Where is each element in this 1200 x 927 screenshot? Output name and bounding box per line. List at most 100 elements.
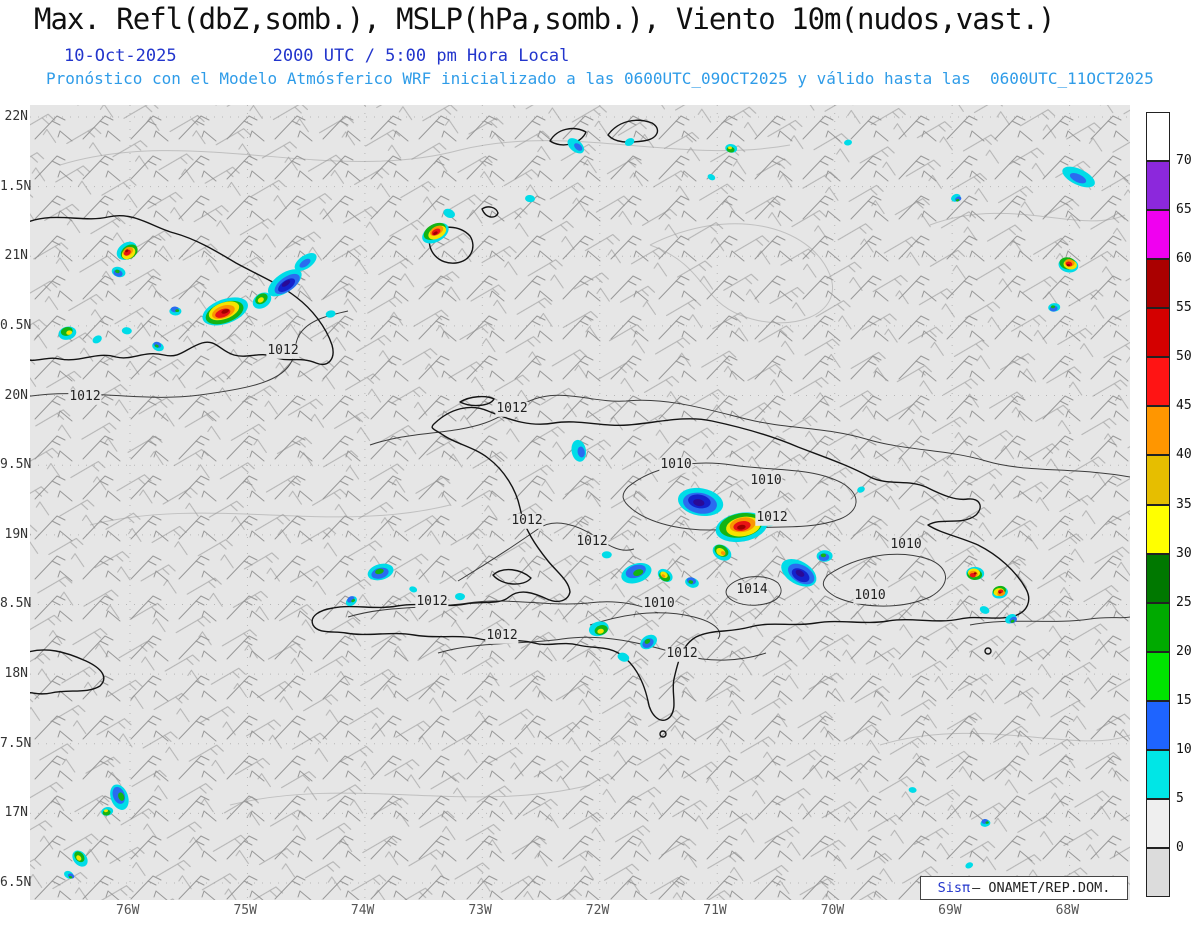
- reflectivity-blob: [857, 486, 865, 493]
- pressure-label: 1010: [749, 472, 783, 489]
- reflectivity-blob: [121, 327, 132, 335]
- lat-label: 22N: [4, 109, 28, 124]
- onamet-credit: – ONAMET/REP.DOM.: [972, 880, 1111, 896]
- coastlines: [24, 119, 1030, 738]
- reflectivity-blob: [985, 821, 989, 824]
- colorbar-label: 15: [1176, 692, 1192, 708]
- reflectivity-blob: [455, 592, 465, 601]
- pressure-label: 1012: [266, 342, 300, 359]
- colorbar-label: 50: [1176, 349, 1192, 365]
- pressure-label: 1012: [755, 509, 789, 526]
- valid-hour: 2000 UTC / 5:00 pm Hora Local: [272, 46, 570, 66]
- reflectivity-blob: [844, 139, 852, 146]
- colorbar-label: 70: [1176, 153, 1192, 169]
- colorbar-segment: [1146, 504, 1170, 554]
- colorbar-label: 45: [1176, 398, 1192, 414]
- colorbar-label: 0: [1176, 839, 1184, 855]
- lon-label: 70W: [820, 903, 845, 918]
- reflectivity-blob: [965, 862, 974, 869]
- pressure-label: 1012: [495, 400, 529, 417]
- reflectivity-blob: [221, 309, 230, 314]
- coast-cuba: [24, 215, 334, 365]
- reflectivity-blob: [617, 652, 630, 662]
- pressure-label: 1010: [659, 456, 693, 473]
- colorbar-label: 40: [1176, 447, 1192, 463]
- coast-hispaniola: [311, 406, 1030, 721]
- reflectivity-blob: [688, 580, 694, 584]
- colorbar-label: 20: [1176, 643, 1192, 659]
- valid-date: 10-Oct-2025: [64, 46, 177, 66]
- sispi-logo: Sisπ: [937, 880, 971, 896]
- wind-barb-field: [30, 105, 1130, 900]
- reflectivity-blob: [624, 138, 635, 146]
- lon-label: 72W: [585, 903, 610, 918]
- colorbar-segment: [1146, 553, 1170, 603]
- coast-saona: [984, 647, 992, 655]
- reflectivity-blob: [433, 231, 438, 235]
- pressure-label: 1012: [665, 645, 699, 662]
- colorbar-segment: [1146, 700, 1170, 750]
- colorbar-segment: [1146, 798, 1170, 848]
- colorbar-segment: [1146, 259, 1170, 309]
- pressure-label: 1010: [853, 587, 887, 604]
- reflectivity-blob: [601, 551, 612, 559]
- colorbar-segment: [1146, 651, 1170, 701]
- reflectivity-blob: [737, 524, 746, 530]
- colorbar-segment: [1146, 455, 1170, 505]
- reflectivity-blob: [661, 574, 666, 578]
- colorbar-segment: [1146, 161, 1170, 211]
- colorbar-label: 10: [1176, 741, 1192, 757]
- reflectivity-blob: [1069, 173, 1087, 184]
- lat-label: 20N: [4, 387, 28, 403]
- reflectivity-blob: [973, 572, 977, 575]
- colorbar-segment: [1146, 357, 1170, 407]
- coast-tortuga: [459, 395, 495, 407]
- reflectivity-blob: [597, 628, 604, 634]
- colorbar-segment: [1146, 112, 1170, 162]
- valid-time-line: 10-Oct-2025 2000 UTC / 5:00 pm Hora Local: [64, 46, 569, 66]
- reflectivity-blob: [175, 309, 180, 313]
- colorbar-segment: [1146, 749, 1170, 799]
- colorbar-segment: [1146, 308, 1170, 358]
- colorbar-segment: [1146, 406, 1170, 456]
- reflectivity-blob: [693, 499, 705, 507]
- lon-label: 73W: [468, 903, 492, 918]
- lon-label: 74W: [350, 903, 375, 918]
- attribution-box: Sisπ – ONAMET/REP.DOM.: [920, 876, 1128, 900]
- reflectivity-blob: [644, 638, 651, 644]
- pressure-label: 1012: [575, 533, 609, 550]
- reflectivity-blob: [154, 344, 159, 348]
- lat-label: 21N: [4, 248, 28, 264]
- coast-beata: [659, 730, 667, 738]
- reflectivity-blob: [1010, 619, 1015, 623]
- forecast-init-line: Pronóstico con el Modelo Atmósferico WRF…: [46, 69, 1154, 88]
- reflectivity-blob: [351, 598, 356, 603]
- reflectivity-blob: [525, 194, 535, 203]
- reflectivity-blob: [76, 855, 82, 861]
- lat-label: 8.5N: [0, 596, 32, 612]
- pressure-label: 1012: [68, 388, 102, 405]
- reflectivity-blob: [1051, 305, 1055, 309]
- pressure-label: 1010: [889, 536, 923, 553]
- reflectivity-blob: [577, 446, 585, 458]
- reflectivity-blob: [720, 551, 726, 556]
- lat-label: 17N: [4, 805, 28, 821]
- colorbar-label: 60: [1176, 251, 1192, 267]
- reflectivity-blob: [1066, 263, 1071, 267]
- reflectivity-blob: [118, 792, 125, 801]
- reflectivity-blob: [908, 787, 917, 793]
- lat-label: 19N: [4, 526, 28, 542]
- reflectivity-blob: [409, 586, 418, 593]
- coast-jamaica: [24, 649, 105, 695]
- reflectivity-blob: [443, 208, 455, 219]
- reflectivity-blob: [325, 310, 336, 318]
- page-title: Max. Refl(dbZ,somb.), MSLP(hPa,somb.), V…: [34, 2, 1055, 36]
- pressure-label: 1012: [415, 593, 449, 610]
- colorbar-label: 25: [1176, 594, 1192, 610]
- reflectivity-blob: [728, 146, 732, 150]
- reflectivity-blob: [574, 143, 583, 151]
- reflectivity-blob: [633, 569, 644, 576]
- reflectivity-blob: [998, 591, 1002, 594]
- reflectivity-blob: [820, 553, 827, 558]
